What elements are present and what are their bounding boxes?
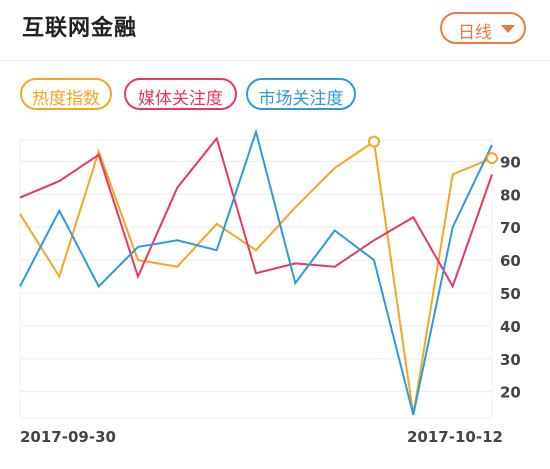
y-tick-label: 40: [500, 318, 521, 336]
period-selector-button[interactable]: 日线: [440, 12, 526, 44]
y-tick-label: 70: [500, 219, 521, 237]
data-point-marker: [368, 135, 380, 148]
legend-market-attention[interactable]: 市场关注度: [246, 78, 356, 110]
line-chart: 20 30 40 50 60 70 80 90: [19, 128, 521, 419]
y-tick-label: 30: [500, 351, 521, 369]
legend-label: 热度指数: [32, 89, 100, 109]
y-tick-label: 50: [500, 285, 521, 303]
caret-down-icon: [501, 25, 515, 33]
legend-media-attention[interactable]: 媒体关注度: [124, 78, 237, 110]
data-point-marker: [486, 152, 498, 165]
divider: [0, 60, 550, 61]
header: 互联网金融 日线: [0, 0, 550, 56]
legend-heat-index[interactable]: 热度指数: [20, 78, 112, 110]
legend-label: 媒体关注度: [138, 89, 223, 109]
series-line-1: [19, 136, 493, 289]
y-tick-label: 60: [500, 252, 521, 270]
x-axis-label-start: 2017-09-30: [20, 428, 116, 446]
y-tick-label: 20: [500, 384, 521, 402]
page-title: 互联网金融: [22, 16, 138, 41]
y-tick-label: 90: [500, 153, 521, 171]
y-tick-label: 80: [500, 186, 521, 204]
series-line-2: [19, 128, 493, 415]
x-axis-label-end: 2017-10-12: [407, 428, 503, 446]
legend-label: 市场关注度: [258, 89, 344, 109]
plot-frame: [19, 139, 493, 419]
period-label: 日线: [458, 23, 492, 43]
